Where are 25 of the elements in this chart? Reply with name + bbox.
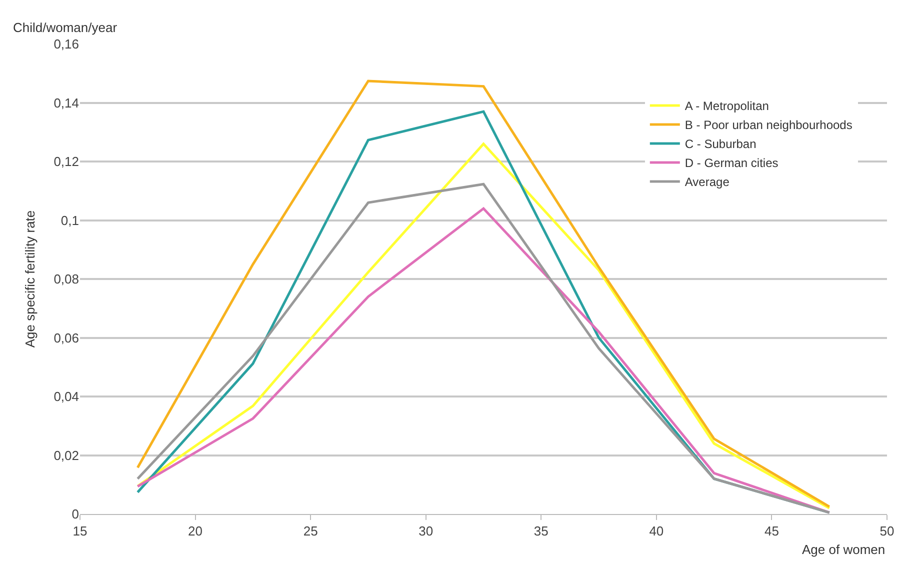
legend-label: C - Suburban (684, 137, 756, 152)
x-tick-label: 30 (418, 524, 434, 539)
x-tick-label: 45 (764, 524, 779, 539)
legend-label: Average (684, 175, 730, 190)
x-tick-label: 50 (880, 524, 894, 539)
y-axis-title: Age specific fertility rate (22, 210, 38, 348)
y-tick-label: 0,06 (54, 330, 79, 346)
y-tick-label: 0,14 (54, 95, 79, 110)
x-tick-label: 20 (188, 524, 203, 539)
y-tick-label: 0 (72, 506, 79, 522)
text: Child/woman/year (13, 20, 118, 35)
y-tick-label: 0,04 (54, 389, 79, 404)
y-tick-label: 0,12 (54, 154, 79, 170)
y-tick-label: 0,08 (54, 272, 79, 287)
x-tick-label: 15 (72, 524, 88, 539)
y-tick-label: 0,1 (60, 212, 79, 228)
y-tick-label: 0,16 (54, 36, 79, 52)
x-axis-title: Age of women (802, 542, 886, 557)
legend-label: B - Poor urban neighbourhoods (684, 118, 852, 132)
x-tick-label: 40 (649, 524, 664, 539)
legend-label: A - Metropolitan (684, 99, 769, 114)
x-tick-label: 25 (303, 524, 318, 539)
x-tick-label: 35 (534, 524, 548, 539)
legend-label: D - German cities (684, 156, 778, 170)
y-tick-label: 0,02 (54, 448, 79, 463)
